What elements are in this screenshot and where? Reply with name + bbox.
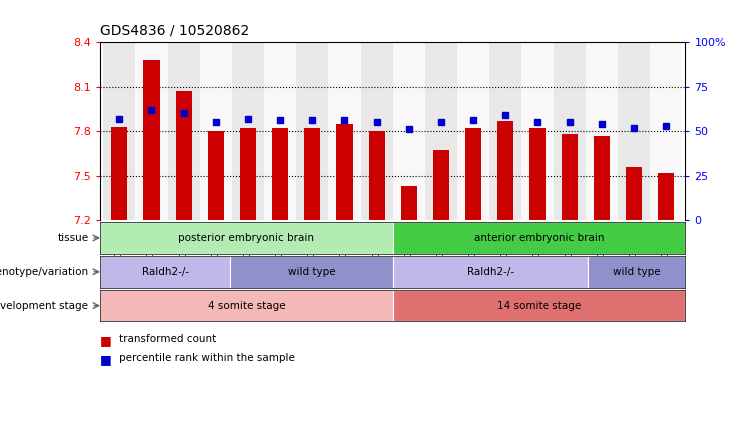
Bar: [650, 42, 682, 220]
Bar: [136, 42, 167, 220]
Text: wild type: wild type: [288, 267, 335, 277]
Bar: [230, 256, 393, 288]
Bar: [368, 131, 385, 220]
Bar: [465, 128, 481, 220]
Bar: [393, 290, 685, 321]
Bar: [393, 222, 685, 254]
Bar: [328, 42, 361, 220]
Bar: [240, 128, 256, 220]
Bar: [111, 127, 127, 220]
Bar: [232, 42, 264, 220]
Bar: [103, 42, 136, 220]
Bar: [401, 186, 417, 220]
Bar: [393, 256, 588, 288]
Bar: [100, 290, 393, 321]
Text: tissue: tissue: [57, 233, 88, 243]
Bar: [207, 131, 224, 220]
Bar: [167, 42, 200, 220]
Bar: [594, 136, 610, 220]
Text: wild type: wild type: [613, 267, 660, 277]
Text: ■: ■: [100, 353, 112, 366]
Bar: [200, 42, 232, 220]
Text: posterior embryonic brain: posterior embryonic brain: [179, 233, 314, 243]
Bar: [497, 121, 514, 220]
Bar: [658, 173, 674, 220]
Bar: [457, 42, 489, 220]
Bar: [585, 42, 618, 220]
Text: transformed count: transformed count: [119, 334, 216, 344]
Bar: [393, 42, 425, 220]
Bar: [529, 128, 545, 220]
Bar: [626, 167, 642, 220]
Bar: [100, 222, 393, 254]
Bar: [264, 42, 296, 220]
Text: 4 somite stage: 4 somite stage: [207, 301, 285, 310]
Text: Raldh2-/-: Raldh2-/-: [467, 267, 514, 277]
Text: GDS4836 / 10520862: GDS4836 / 10520862: [100, 23, 249, 37]
Text: ■: ■: [100, 334, 112, 347]
Bar: [554, 42, 585, 220]
Bar: [489, 42, 522, 220]
Bar: [522, 42, 554, 220]
Bar: [176, 91, 192, 220]
Bar: [588, 256, 685, 288]
Bar: [618, 42, 650, 220]
Text: genotype/variation: genotype/variation: [0, 267, 88, 277]
Bar: [296, 42, 328, 220]
Bar: [562, 134, 578, 220]
Bar: [361, 42, 393, 220]
Text: percentile rank within the sample: percentile rank within the sample: [119, 353, 294, 363]
Bar: [272, 128, 288, 220]
Text: Raldh2-/-: Raldh2-/-: [142, 267, 189, 277]
Bar: [433, 151, 449, 220]
Text: 14 somite stage: 14 somite stage: [497, 301, 581, 310]
Bar: [336, 124, 353, 220]
Bar: [305, 128, 320, 220]
Text: development stage: development stage: [0, 301, 88, 310]
Text: anterior embryonic brain: anterior embryonic brain: [473, 233, 605, 243]
Bar: [144, 60, 159, 220]
Bar: [425, 42, 457, 220]
Bar: [100, 256, 230, 288]
